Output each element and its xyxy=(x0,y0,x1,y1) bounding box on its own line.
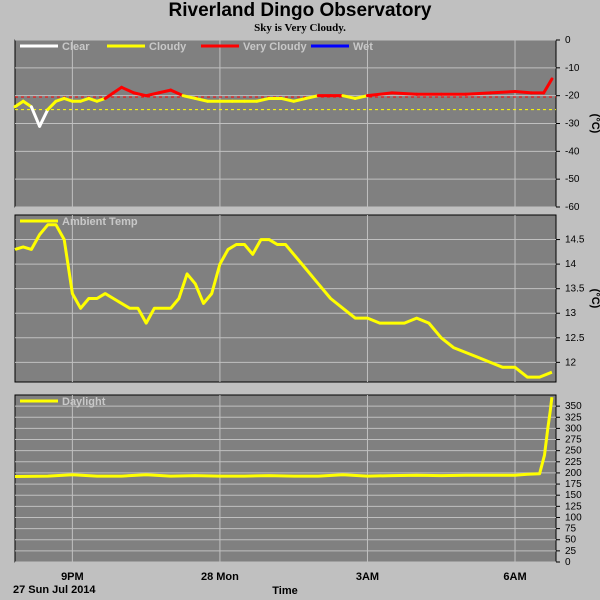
sky-series-segment xyxy=(464,91,492,96)
y-tick-label: -50 xyxy=(565,174,580,185)
y-tick-label: 25 xyxy=(565,546,577,557)
sky-series-segment xyxy=(353,94,369,100)
sky-series-segment xyxy=(38,108,50,128)
y-tick-label: 12.5 xyxy=(565,333,585,344)
y-tick-label: 150 xyxy=(565,490,582,501)
y-tick-label: -10 xyxy=(565,63,580,74)
sky-series-segment xyxy=(29,105,42,128)
y-axis-label: (°C) xyxy=(589,114,600,134)
sky-series-segment xyxy=(132,91,148,98)
plot-area xyxy=(14,214,557,383)
sky-series-segment xyxy=(255,96,271,103)
y-tick-label: 125 xyxy=(565,501,582,512)
y-tick-label: -30 xyxy=(565,119,580,130)
y-tick-label: 100 xyxy=(565,512,582,523)
sky-series-segment xyxy=(111,85,124,95)
plot-area xyxy=(14,394,557,563)
sky-series-segment xyxy=(542,77,554,95)
sky-series-segment xyxy=(193,96,210,103)
y-tick-label: 200 xyxy=(565,468,582,479)
sky-series-segment xyxy=(390,91,419,96)
x-axis-title: Time xyxy=(272,585,297,597)
ambient-temp-line xyxy=(14,223,553,379)
legend-label: Clear xyxy=(62,41,90,53)
sky-temperature-panel: 0 -10 -20 -30 -40 -50 -60 (°C) Clear Cloudy Very C… xyxy=(13,35,600,213)
daylight-panel: 0255075100125150175200225250275300325350… xyxy=(14,394,582,568)
x-tick-label: 6AM xyxy=(503,571,526,583)
y-tick-label: -60 xyxy=(565,202,580,213)
y-tick-label: -20 xyxy=(565,91,580,102)
y-tick-label: 350 xyxy=(565,401,582,412)
chart-subtitle: Sky is Very Cloudy. xyxy=(254,22,346,34)
ambient-temperature-panel: 12 12.5 13 13.5 14 14.5 (°C) Ambient Temp xyxy=(14,214,600,383)
legend-label: Cloudy xyxy=(149,41,187,53)
legend-label: Very Cloudy xyxy=(243,41,307,53)
sky-series-segment xyxy=(21,99,33,109)
sky-series-segment xyxy=(13,99,25,109)
sky-series-segment xyxy=(144,91,160,98)
sky-series-segment xyxy=(304,94,320,100)
y-tick-label: 13 xyxy=(565,308,577,319)
sky-series-segment xyxy=(292,96,308,103)
sky-series-segment xyxy=(169,88,185,98)
sky-series-segment xyxy=(513,89,533,95)
y-tick-label: 14.5 xyxy=(565,235,585,246)
sky-series-segment xyxy=(181,94,197,100)
y-tick-label: 13.5 xyxy=(565,284,585,295)
y-axis-label: (°C) xyxy=(589,289,600,309)
sky-series-segment xyxy=(46,99,58,112)
sky-series-segment xyxy=(120,85,136,95)
y-tick-label: 225 xyxy=(565,457,582,468)
sky-series-segment xyxy=(156,88,173,95)
legend-label: Wet xyxy=(353,41,373,53)
y-tick-label: 325 xyxy=(565,412,582,423)
y-tick-label: 50 xyxy=(565,535,577,546)
y-tick-label: -40 xyxy=(565,146,580,157)
y-tick-label: 0 xyxy=(565,35,571,46)
legend-label: Daylight xyxy=(62,396,106,408)
x-tick-label: 28 Mon xyxy=(201,571,239,583)
legend-label: Ambient Temp xyxy=(62,216,138,228)
y-tick-label: 250 xyxy=(565,446,582,457)
y-tick-label: 300 xyxy=(565,423,582,434)
chart-title: Riverland Dingo Observatory xyxy=(168,0,432,21)
y-tick-label: 0 xyxy=(565,557,571,568)
y-tick-label: 14 xyxy=(565,259,577,270)
y-tick-label: 175 xyxy=(565,479,582,490)
x-tick-label: 3AM xyxy=(356,571,379,583)
x-tick-label: 9PM xyxy=(61,571,84,583)
sky-series-segment xyxy=(279,96,296,103)
sky-series-segment xyxy=(365,91,394,98)
y-tick-label: 75 xyxy=(565,524,577,535)
daylight-line xyxy=(14,397,554,478)
sky-series-segment xyxy=(341,94,357,100)
y-tick-label: 12 xyxy=(565,357,577,368)
sky-series-segment xyxy=(103,91,115,100)
x-axis-date-label: 27 Sun Jul 2014 xyxy=(13,584,96,596)
sky-series-segment xyxy=(488,89,517,95)
y-tick-label: 275 xyxy=(565,435,582,446)
